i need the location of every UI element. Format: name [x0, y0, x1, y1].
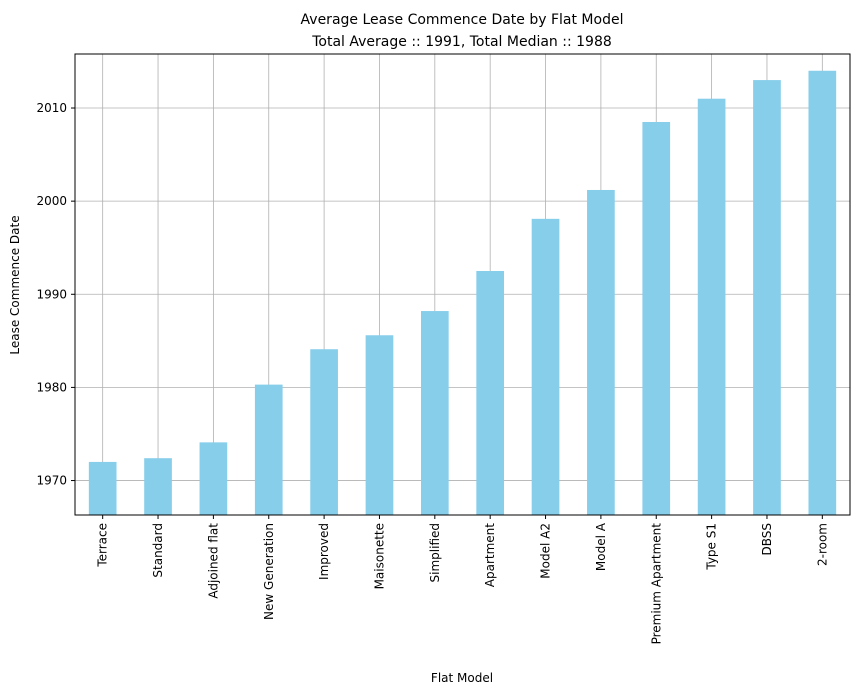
- bar-2-room: [808, 70, 837, 515]
- chart-subtitle: Total Average :: 1991, Total Median :: 1…: [311, 34, 612, 50]
- bar-type-s1: [697, 98, 726, 515]
- y-axis: 1970 1980 1990 2000 2010: [36, 101, 75, 488]
- bar-new-generation: [254, 384, 283, 515]
- x-axis-label: Flat Model: [431, 671, 493, 685]
- bar-terrace: [88, 461, 117, 515]
- bar-simplified: [420, 311, 449, 515]
- bar-adjoined-flat: [199, 442, 228, 515]
- bar-premium-apartment: [642, 121, 671, 516]
- bar-model-a: [587, 189, 615, 515]
- chart-title: Average Lease Commence Date by Flat Mode…: [301, 12, 624, 28]
- x-tick-label: Terrace: [96, 523, 110, 568]
- bar-standard: [144, 458, 172, 515]
- y-tick-label: 1980: [36, 380, 67, 394]
- x-tick-label: Improved: [317, 523, 331, 580]
- bar-dbss: [753, 80, 781, 515]
- bar-apartment: [476, 270, 505, 515]
- x-tick-label: DBSS: [760, 523, 774, 556]
- x-tick-label: New Generation: [262, 523, 276, 620]
- x-tick-label: Type S1: [705, 523, 719, 571]
- plot-frame: [74, 53, 851, 516]
- x-tick-label: 2-room: [815, 523, 829, 566]
- x-axis: Terrace Standard Adjoined flat New Generati…: [96, 515, 829, 645]
- bars: [88, 70, 837, 516]
- y-tick-label: 2000: [36, 194, 67, 208]
- y-tick-label: 2010: [36, 101, 67, 115]
- x-tick-label: Model A: [594, 522, 608, 571]
- x-tick-label: Premium Apartment: [649, 523, 663, 645]
- grid-lines: [75, 54, 850, 515]
- x-tick-label: Model A2: [539, 523, 553, 579]
- bar-improved: [310, 349, 338, 515]
- x-tick-label: Maisonette: [372, 523, 386, 589]
- y-tick-label: 1990: [36, 287, 67, 301]
- x-tick-label: Standard: [151, 523, 165, 578]
- bar-model-a2: [531, 218, 560, 516]
- bar-maisonette: [365, 335, 394, 515]
- x-tick-label: Simplified: [428, 523, 442, 582]
- y-axis-label: Lease Commence Date: [8, 215, 22, 354]
- y-tick-label: 1970: [36, 474, 67, 488]
- x-tick-label: Adjoined flat: [206, 523, 220, 599]
- x-tick-label: Apartment: [483, 523, 497, 587]
